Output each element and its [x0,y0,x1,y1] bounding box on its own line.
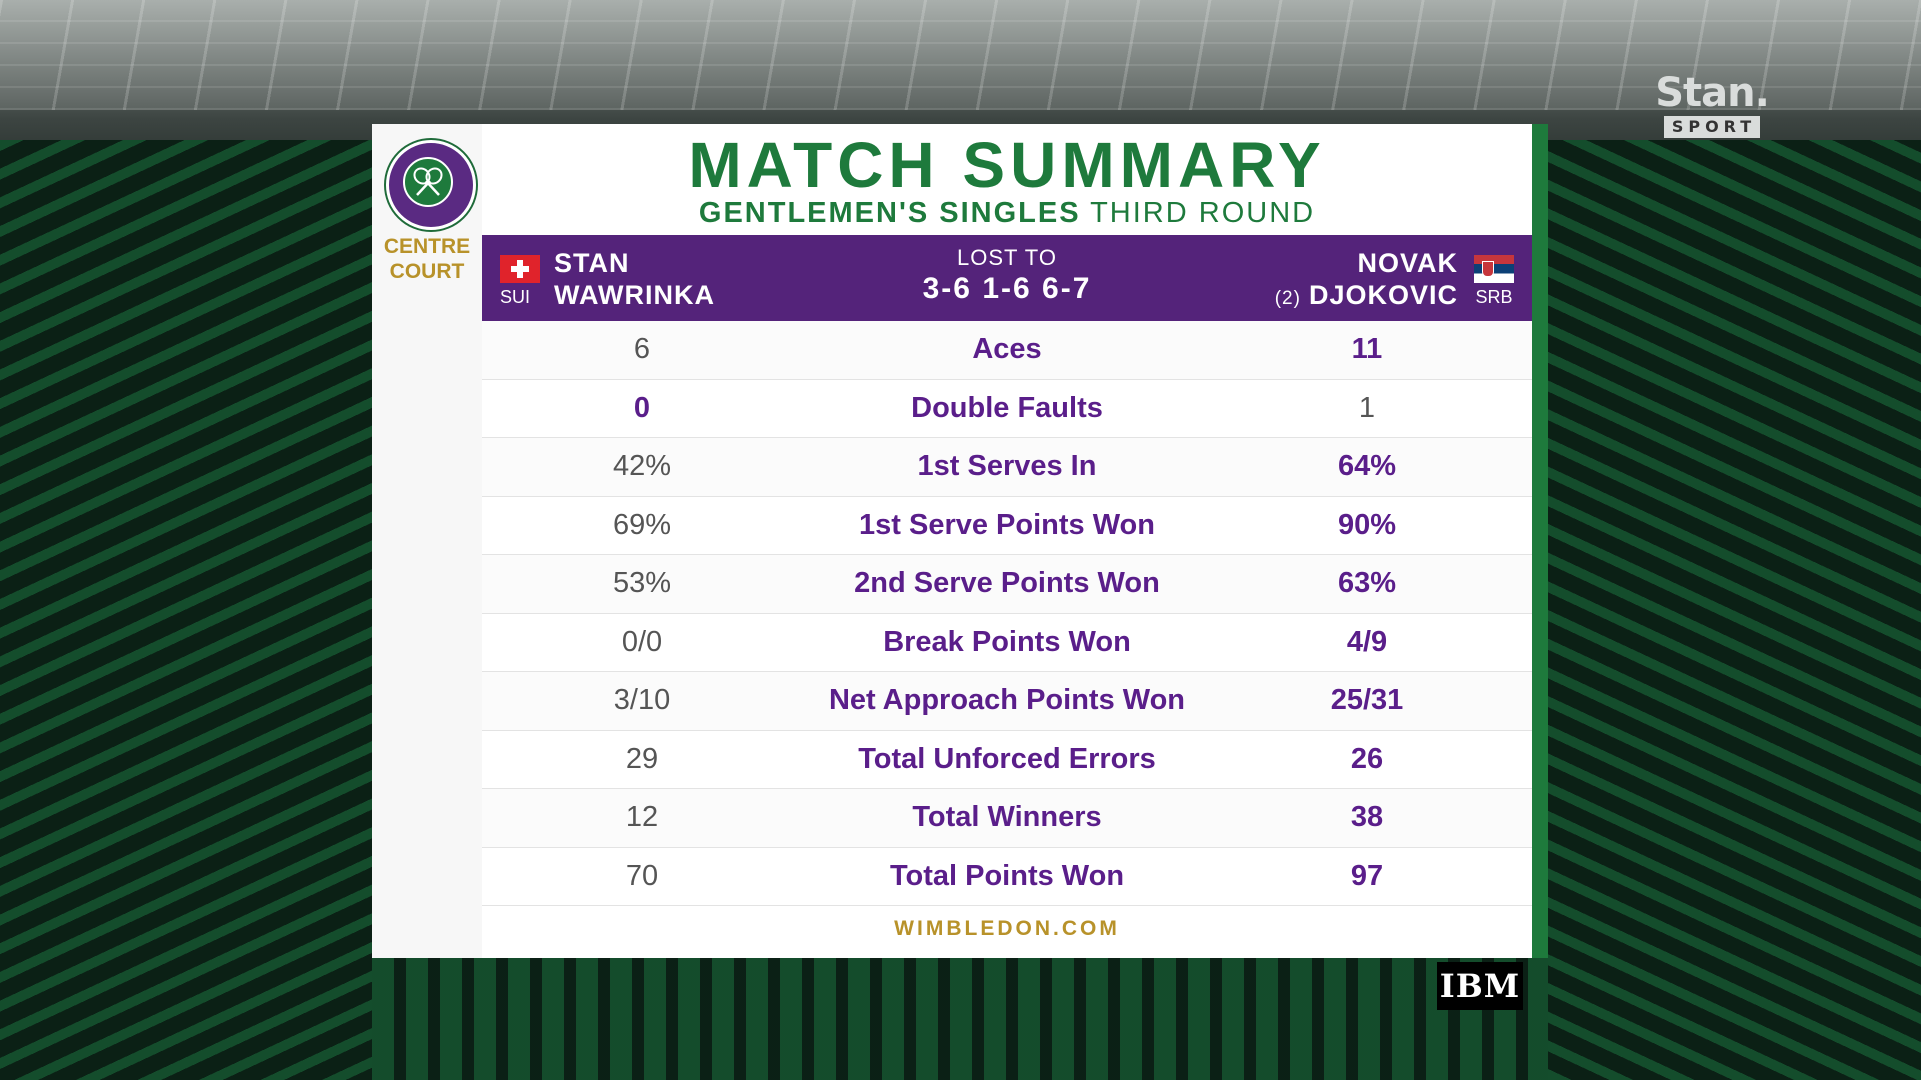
player1-stat: 0 [633,391,651,424]
player1-country-code: SUI [500,287,531,307]
player2-country-code: SRB [1475,287,1513,307]
side-column [372,124,482,958]
venue-line2: COURT [389,260,465,283]
stat-label: Total Unforced Errors [858,742,1156,775]
stands-bottom [372,958,1548,1080]
match-score: 3-6 1-6 6-7 [922,272,1092,305]
stat-label: Total Points Won [889,859,1125,892]
event-round: THIRD ROUND [1090,197,1316,229]
player2-stat: 38 [1350,801,1384,833]
stats-table: 6 Aces 11 0 Double Faults 1 42% 1st Serv… [482,321,1532,906]
stat-row: 6 Aces 11 [482,321,1532,380]
stat-label: 1st Serve Points Won [859,508,1155,541]
broadcaster-name: Stan. [1655,70,1770,116]
player2-seed: (2) [1274,288,1301,309]
stat-row: 29 Total Unforced Errors 26 [482,731,1532,789]
player1-stat: 6 [633,333,651,365]
switzerland-flag-icon [500,255,540,283]
stat-row: 70 Total Points Won 97 [482,848,1532,906]
player2-stat: 11 [1351,333,1383,365]
player1-stat: 69% [612,508,672,541]
player1-stat: 0/0 [621,625,663,658]
player1-stat: 29 [625,742,659,775]
stat-row: 69% 1st Serve Points Won 90% [482,497,1532,555]
player2-stat: 26 [1350,742,1384,775]
stadium-roof [0,0,1921,110]
player2-stat: 90% [1337,508,1397,541]
player2-stat: 63% [1337,567,1397,599]
player1-stat: 70 [625,859,659,892]
player1-name: STAN WAWRINKA [554,247,715,311]
stat-label: 1st Serves In [917,450,1097,482]
player1-stat: 12 [625,801,659,833]
player2-stat: 1 [1358,391,1376,424]
footer-url: WIMBLEDON.COM [894,917,1120,940]
stat-label: Net Approach Points Won [828,684,1186,716]
panel-accent-bar [1532,124,1548,958]
stat-row: 3/10 Net Approach Points Won 25/31 [482,672,1532,731]
stat-label: 2nd Serve Points Won [854,567,1160,599]
player1-first-name: STAN [554,248,630,278]
page-title: MATCH SUMMARY [688,129,1326,201]
stat-label: Break Points Won [883,625,1131,658]
serbia-flag-icon [1474,255,1514,283]
player1-last-name: WAWRINKA [554,280,715,310]
venue-label: CENTRE COURT [378,234,476,284]
stat-row: 42% 1st Serves In 64% [482,438,1532,497]
stands-left [0,140,372,1080]
venue-line1: CENTRE [383,235,471,258]
stat-row: 53% 2nd Serve Points Won 63% [482,555,1532,614]
player1-stat: 42% [612,450,672,482]
stat-row: 12 Total Winners 38 [482,789,1532,848]
wimbledon-crest-icon [386,140,476,230]
player2-stat: 4/9 [1346,625,1388,658]
player2-stat: 97 [1350,859,1384,892]
stat-label: Double Faults [911,391,1103,424]
player2-stat: 64% [1337,450,1397,482]
player2-stat: 25/31 [1330,684,1404,716]
player2-last-name: DJOKOVIC [1308,280,1458,310]
broadcaster-logo: Stan. SPORT [1650,72,1774,142]
stat-row: 0 Double Faults 1 [482,380,1532,438]
result-label: LOST TO [957,245,1057,270]
sponsor-logo: IBM [1437,962,1523,1010]
match-result: LOST TO 3-6 1-6 6-7 [807,245,1207,307]
player1-stat: 53% [612,567,672,599]
players-header: SUI STAN WAWRINKA LOST TO 3-6 1-6 6-7 NO… [482,235,1532,321]
stat-label: Total Winners [912,801,1102,833]
stat-row: 0/0 Break Points Won 4/9 [482,614,1532,672]
stat-label: Aces [972,333,1042,365]
player1-stat: 3/10 [613,684,671,716]
stands-right [1548,140,1921,1080]
player2-first-name: NOVAK [1357,248,1458,278]
broadcaster-sub: SPORT [1663,116,1761,138]
event-name: GENTLEMEN'S SINGLES [698,197,1081,229]
player2-name: NOVAK (2) DJOKOVIC [1275,247,1458,315]
event-subtitle: GENTLEMEN'S SINGLES THIRD ROUND [482,196,1532,230]
